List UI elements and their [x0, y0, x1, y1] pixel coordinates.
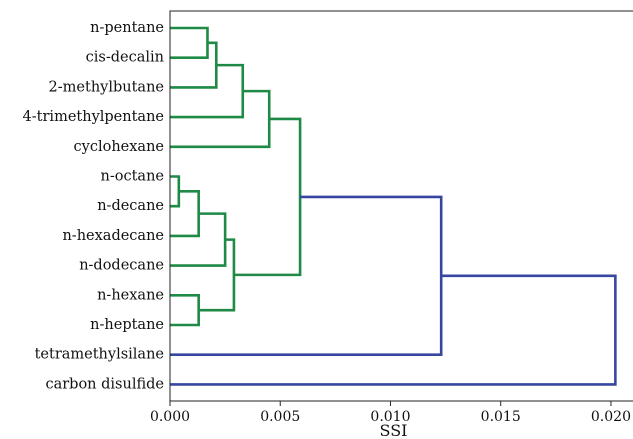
leaf-label: cyclohexane — [74, 139, 164, 155]
dendrogram-link — [233, 117, 302, 277]
leaf-label: n-pentane — [90, 20, 164, 36]
leaf-label: n-hexane — [97, 287, 164, 303]
dendrogram-link — [170, 274, 617, 386]
dendrogram-link — [170, 175, 181, 208]
x-tick-label: 0.020 — [591, 409, 631, 425]
dendrogram-link — [170, 41, 218, 89]
dendrogram-link — [170, 212, 227, 267]
leaf-label: carbon disulfide — [45, 376, 164, 392]
leaf-labels: n-pentane cis-decalin 2-methylbutane 4-trim… — [23, 20, 164, 392]
dendrogram-link — [170, 195, 443, 356]
x-tick-label: 0.015 — [481, 409, 521, 425]
x-tick-label: 0.005 — [260, 409, 300, 425]
dendrogram-link — [170, 63, 245, 119]
leaf-label: n-octane — [101, 169, 164, 185]
leaf-label: tetramethylsilane — [35, 347, 164, 363]
leaf-label: 2-methylbutane — [49, 79, 164, 95]
plot-frame — [169, 10, 633, 402]
x-tick-label: 0.000 — [150, 409, 190, 425]
dendrogram-link — [170, 89, 271, 149]
dendrogram-link — [170, 26, 209, 59]
leaf-label: 4-trimethylpentane — [23, 109, 164, 125]
leaf-label: n-dodecane — [79, 258, 164, 274]
dendrogram-links — [170, 26, 617, 386]
dendrogram-link — [170, 294, 200, 327]
leaf-label: n-decane — [97, 198, 164, 214]
x-axis-ticks: 0.000 0.005 0.010 0.015 0.020 — [150, 401, 631, 425]
leaf-label: n-heptane — [90, 317, 164, 333]
leaf-label: n-hexadecane — [62, 228, 164, 244]
leaf-label: cis-decalin — [86, 50, 164, 66]
x-tick-label: 0.010 — [370, 409, 410, 425]
dendrogram-link — [170, 190, 200, 238]
dendrogram-link — [198, 238, 236, 312]
x-axis-title: SSI — [380, 421, 408, 439]
